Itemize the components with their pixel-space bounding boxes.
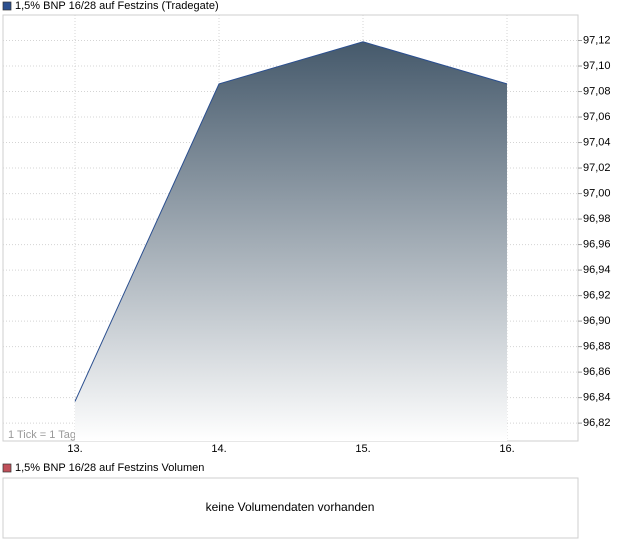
- x-tick-label: 16.: [499, 443, 514, 455]
- y-tick-label: 97,02: [583, 162, 611, 174]
- y-tick-label: 97,04: [583, 136, 611, 148]
- volume-message: keine Volumendaten vorhanden: [206, 500, 375, 514]
- volume-legend-swatch: [2, 463, 12, 473]
- y-tick-label: 96,98: [583, 213, 611, 225]
- annotation: 1 Tick = 1 Tag: [8, 429, 76, 441]
- y-tick-label: 96,88: [583, 341, 611, 353]
- y-tick-label: 96,84: [583, 392, 611, 404]
- x-tick-label: 13.: [67, 443, 82, 455]
- legend-label: 1,5% BNP 16/28 auf Festzins (Tradegate): [15, 0, 219, 12]
- volume-frame: [2, 477, 579, 539]
- line: [74, 41, 508, 402]
- volume-legend-label: 1,5% BNP 16/28 auf Festzins Volumen: [15, 462, 204, 474]
- y-tick-label: 96,86: [583, 366, 611, 378]
- y-tick-label: 96,82: [583, 417, 611, 429]
- y-tick-label: 97,06: [583, 111, 611, 123]
- legend-swatch: [2, 1, 12, 11]
- y-tick-label: 96,96: [583, 238, 611, 250]
- y-tick-label: 97,10: [583, 60, 611, 72]
- y-tick-label: 96,92: [583, 290, 611, 302]
- y-tick-label: 96,94: [583, 264, 611, 276]
- y-tick-label: 97,08: [583, 85, 611, 97]
- y-tick-label: 97,12: [583, 34, 611, 46]
- area: [75, 41, 507, 442]
- x-tick-label: 14.: [211, 443, 226, 455]
- x-tick-label: 15.: [355, 443, 370, 455]
- y-tick-label: 97,00: [583, 187, 611, 199]
- y-tick-label: 96,90: [583, 315, 611, 327]
